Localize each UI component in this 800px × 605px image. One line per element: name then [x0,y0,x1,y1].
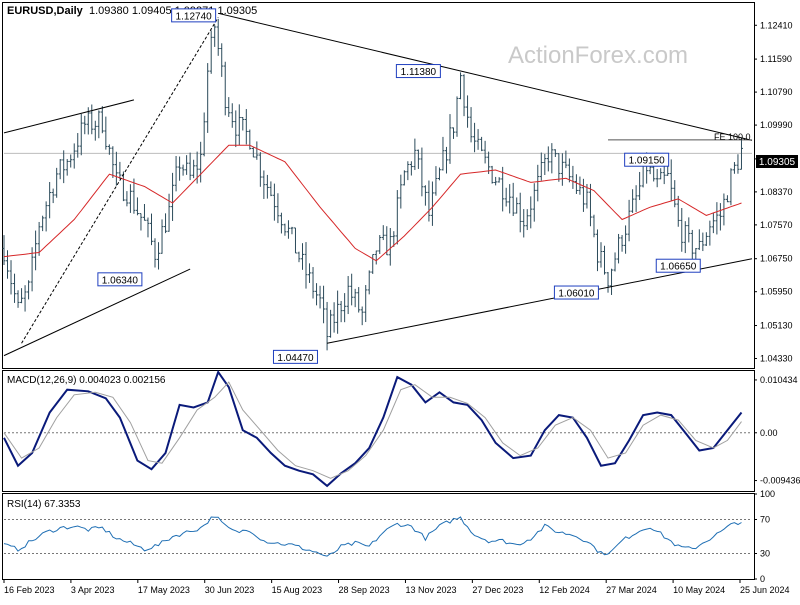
current-price-marker: 1.09305 [756,155,798,168]
macd-axis-tick-label: -0.009436 [760,476,800,486]
x-axis-tick-label: 16 Feb 2023 [4,585,55,595]
macd-y-axis: 0.010434 0.00 -0.009436 [754,375,800,486]
rsi-axis-tick-label: 70 [760,515,770,525]
watermark: ActionForex.com [508,42,688,69]
annotation-label: 1.04470 [277,353,314,364]
trendline [326,258,753,344]
macd-signal-line [3,381,742,479]
annotation-label: 1.09150 [629,156,666,167]
fe-level-label: FE 100.0 [714,132,751,142]
annotation-box [171,8,217,23]
x-axis-tick-label: 28 Sep 2023 [339,585,390,595]
annotation-label: 1.12740 [176,11,213,22]
annotation-box [624,152,670,167]
macd-panel-frame [2,370,755,492]
x-axis-tick-label: 3 Apr 2023 [71,585,115,595]
annotation-box [272,349,318,364]
x-axis-tick-label: 27 Dec 2023 [472,585,523,595]
x-axis-tick-label: 27 Mar 2024 [606,585,657,595]
macd-axis-tick-label: 0.00 [760,428,778,438]
annotation-label: 1.06010 [558,289,595,300]
rsi-plot [3,516,752,557]
price-axis-tick-label: 1.04330 [760,354,793,364]
annotation-label: 1.11380 [401,67,437,78]
price-y-axis: 1.124101.115901.107901.099901.091701.083… [754,20,793,364]
annotation-label: 1.06650 [660,262,697,273]
annotation-box [97,272,143,287]
date-x-axis: 16 Feb 2023 3 Apr 2023 17 May 2023 30 Jun 2… [3,579,790,595]
rsi-panel-frame [2,493,755,580]
annotation-label: 1.06340 [102,275,139,286]
rsi-line [3,516,742,557]
annotation-box [655,258,701,273]
dashed-trendline [21,17,219,344]
price-annotations: 1.12740 1.11380 1.09150 1.06340 1.04470 1.060… [97,8,701,364]
x-axis-tick-label: 12 Feb 2024 [539,585,590,595]
annotation-box [553,285,599,300]
annotation-box [395,64,441,79]
price-axis-tick-label: 1.10790 [760,87,793,97]
trendline [3,99,135,134]
price-axis-tick-label: 1.05950 [760,287,793,297]
moving-average [3,144,742,262]
x-axis-tick-label: 30 Jun 2023 [205,585,255,595]
x-axis-tick-label: 13 Nov 2023 [405,585,456,595]
x-axis-tick-label: 15 Aug 2023 [272,585,323,595]
rsi-axis-tick-label: 30 [760,549,770,559]
price-panel-frame [2,2,755,369]
price-bars [2,18,743,351]
price-axis-tick-label: 1.06750 [760,254,793,264]
rsi-axis-tick-label: 0 [760,574,765,584]
trendlines [3,12,753,357]
rsi-title: RSI(14) 67.3353 [7,499,81,510]
macd-axis-tick-label: 0.010434 [760,375,798,385]
price-axis-tick-label: 1.07570 [760,220,793,230]
macd-line [3,369,743,488]
macd-title: MACD(12,26,9) 0.004023 0.002156 [7,375,166,386]
price-axis-tick-label: 1.12410 [760,20,793,30]
price-axis-tick-label: 1.05130 [760,321,793,331]
rsi-axis-tick-label: 100 [760,489,775,499]
x-axis-tick-label: 17 May 2023 [138,585,190,595]
x-axis-tick-label: 25 Jun 2024 [740,585,790,595]
macd-plot [3,369,752,488]
x-axis-tick-label: 10 May 2024 [673,585,725,595]
symbol-label: EURUSD,Daily [7,5,84,17]
current-price-label: 1.09305 [759,157,796,168]
rsi-y-axis: 100 70 30 0 [754,489,775,584]
price-axis-tick-label: 1.11590 [760,54,792,64]
price-axis-tick-label: 1.08370 [760,187,793,197]
moving-average-line [3,144,742,262]
trendline [3,268,191,357]
price-axis-tick-label: 1.09990 [760,120,793,130]
trendline [218,12,753,141]
